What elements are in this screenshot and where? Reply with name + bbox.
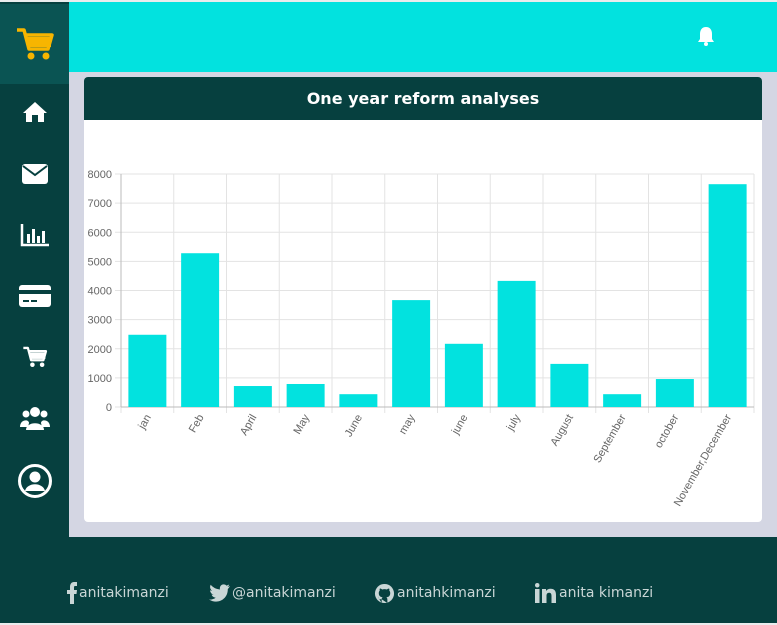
github-label: anitahkimanzi: [397, 585, 496, 601]
bar-may: [392, 300, 431, 407]
x-tick-label: july: [504, 412, 523, 434]
x-tick-label: September: [591, 412, 628, 465]
credit-card-icon: [18, 285, 51, 307]
linkedin-label: anita kimanzi: [559, 585, 654, 601]
bar-june: [444, 343, 483, 407]
bar-chart: 0 1000 2000 3000 4000 5000 6000 7000 8000 jan Feb A…: [88, 169, 755, 509]
bar-feb: [181, 253, 220, 407]
y-tick-label: 2000: [88, 344, 112, 356]
y-tick-label: 8000: [88, 169, 112, 181]
github-link[interactable]: anitahkimanzi: [374, 581, 496, 605]
x-tick-label: May: [291, 412, 312, 436]
users-icon: [19, 407, 50, 430]
x-tick-label: April: [238, 413, 259, 438]
bell-icon[interactable]: [697, 26, 715, 46]
twitter-link[interactable]: @anitakimanzi: [208, 581, 336, 605]
bar-chart-icon: [20, 224, 49, 247]
bar-may: [286, 383, 325, 407]
content-area: One year reform analyses 0 1000 2000 3000 40…: [69, 72, 777, 537]
bar-september: [603, 394, 642, 407]
bar-july: [497, 280, 536, 407]
user-circle-icon: [17, 464, 52, 498]
x-tick-label: may: [397, 412, 418, 436]
x-tick-label: November,December: [672, 412, 735, 508]
bar-june: [339, 394, 378, 407]
y-tick-label: 4000: [88, 286, 112, 298]
logo[interactable]: [0, 4, 69, 84]
y-tick-label: 1000: [88, 373, 112, 385]
chart-title: One year reform analyses: [84, 77, 762, 120]
footer: anitakimanzi @anitakimanzi anitahkimanzi…: [0, 537, 777, 625]
envelope-icon: [21, 164, 48, 184]
github-icon: [374, 583, 395, 603]
x-tick-label: june: [449, 413, 470, 438]
y-tick-label: 5000: [88, 256, 112, 268]
bar-october: [655, 379, 694, 407]
y-tick-label: 7000: [88, 198, 112, 210]
x-tick-label: June: [343, 413, 365, 440]
sidebar-item-payments[interactable]: [0, 278, 69, 314]
x-tick-label: August: [548, 413, 576, 449]
x-tick-label: october: [653, 412, 682, 450]
top-bar: [69, 0, 777, 72]
x-tick-label: jan: [136, 413, 154, 433]
x-tick-label: Feb: [187, 413, 207, 435]
twitter-label: @anitakimanzi: [232, 585, 336, 601]
bar-jan: [128, 334, 167, 407]
chart-card: One year reform analyses 0 1000 2000 3000 40…: [84, 77, 762, 522]
sidebar-item-cart[interactable]: [0, 339, 69, 375]
facebook-link[interactable]: anitakimanzi: [67, 581, 169, 605]
y-tick-label: 0: [106, 402, 112, 414]
twitter-icon: [209, 584, 230, 602]
cart-icon: [16, 28, 54, 60]
facebook-label: anitakimanzi: [79, 585, 169, 601]
cart-icon: [22, 346, 47, 368]
sidebar-item-messages[interactable]: [0, 156, 69, 192]
y-tick-label: 3000: [88, 315, 112, 327]
linkedin-link[interactable]: anita kimanzi: [535, 581, 653, 605]
sidebar-item-home[interactable]: [0, 94, 69, 130]
bar-august: [550, 363, 589, 407]
bar-april: [233, 386, 272, 407]
y-tick-label: 6000: [88, 227, 112, 239]
facebook-icon: [67, 582, 77, 604]
sidebar-item-users[interactable]: [0, 400, 69, 436]
sidebar-item-account[interactable]: [0, 463, 69, 499]
bar-november-december: [708, 184, 747, 407]
sidebar: [0, 0, 69, 537]
linkedin-icon: [535, 583, 556, 603]
home-icon: [22, 102, 47, 122]
sidebar-item-analytics[interactable]: [0, 217, 69, 253]
